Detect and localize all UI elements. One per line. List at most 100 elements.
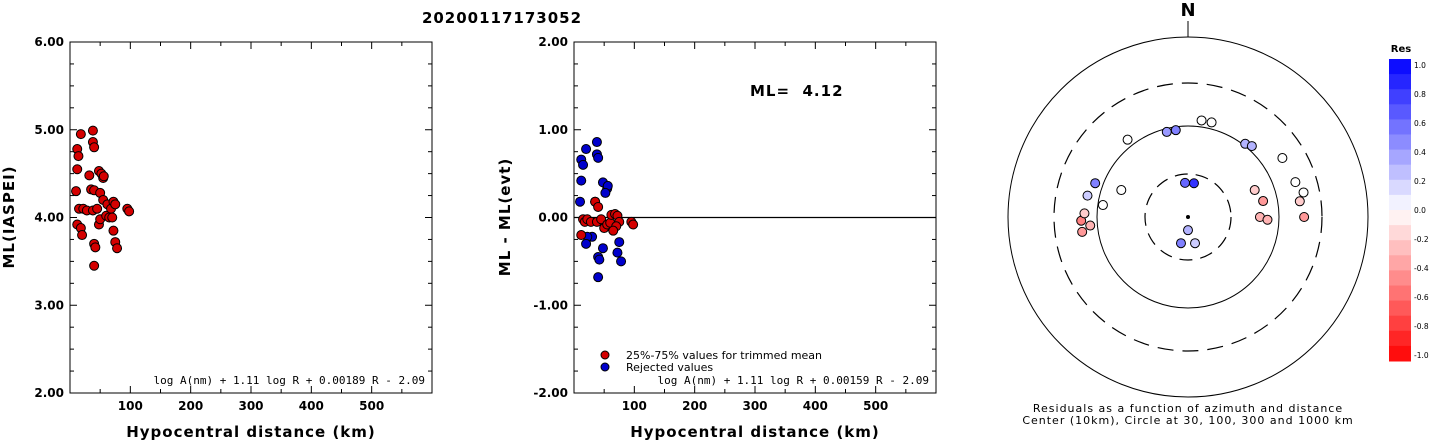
plot1-point (112, 243, 123, 254)
residual-colorbar: Res 1.0 0.8 0.6 0.4 0.2 0.0 -0.2 -0.4 -0.6 -0.8 -1… (1389, 44, 1429, 362)
legend-label-trimmed: 25%-75% values for trimmed mean (626, 349, 822, 362)
plot2-point (600, 187, 611, 198)
azimuth-point (1183, 225, 1193, 236)
azimuth-point (1196, 115, 1207, 126)
plot1-point (107, 212, 118, 223)
colorbar-cell (1389, 210, 1411, 226)
ring-300km (1053, 82, 1323, 352)
plot1-point (75, 129, 86, 140)
azimuth-point (1258, 196, 1269, 207)
azimuth-point (1294, 196, 1305, 207)
plot2-y-axis-label: ML - ML(evt) (496, 158, 514, 276)
plot2-point (576, 175, 587, 186)
plot1-point (72, 164, 83, 175)
azimuth-point (1299, 212, 1310, 222)
azimuth-point (1085, 220, 1096, 231)
colorbar-tick-label: -0.8 (1414, 322, 1429, 331)
plot1-y-ticks: 2.00 3.00 4.00 5.00 6.00 (34, 35, 432, 400)
colorbar-cell (1389, 315, 1411, 332)
colorbar-tick-label: 0.0 (1414, 206, 1426, 215)
azimuth-point (1206, 117, 1217, 128)
colorbar-tick-label: -0.2 (1414, 235, 1429, 244)
plot2-point (597, 243, 608, 254)
azimuth-point (1298, 187, 1309, 198)
ring-100km (1096, 125, 1280, 309)
plot1-xtick-label: 500 (359, 399, 384, 413)
plot2-point (578, 159, 589, 170)
azimuth-point (1246, 141, 1257, 152)
colorbar-tick-label: -0.4 (1414, 264, 1429, 273)
colorbar-labels: 1.0 0.8 0.6 0.4 0.2 0.0 -0.2 -0.4 -0.6 -0.8 -1.0 (1414, 61, 1429, 360)
azimuth-points (1076, 115, 1310, 249)
azimuth-point (1180, 177, 1191, 188)
azimuth-point (1161, 126, 1172, 137)
azimuth-caption-line1: Residuals as a function of azimuth and d… (1033, 402, 1343, 415)
colorbar-cell (1389, 74, 1411, 90)
plot1-frame (69, 41, 433, 394)
plot2-point (612, 247, 623, 258)
epicenter-marker (1186, 215, 1190, 219)
plot1-point (84, 170, 95, 181)
plot2-ytick-label: -1.00 (533, 298, 568, 312)
plot1-points (71, 125, 135, 271)
plot2-point (593, 201, 604, 212)
plot2-point (581, 238, 592, 249)
plot2-ml-annotation: ML= 4.12 (750, 82, 844, 100)
legend-label-rejected: Rejected values (626, 361, 713, 374)
plot2-point (594, 254, 605, 265)
plot1-ytick-label: 6.00 (34, 35, 64, 49)
plot1-point (77, 230, 88, 241)
plot1-ytick-label: 2.00 (34, 386, 64, 400)
colorbar-cell (1389, 164, 1411, 181)
plot2-point (628, 219, 639, 230)
colorbar-cell (1389, 285, 1411, 302)
plot1-xtick-label: 200 (178, 399, 203, 413)
plot1-point (87, 125, 98, 136)
colorbar-cell (1389, 89, 1411, 105)
plot1-xtick-label: 300 (238, 399, 263, 413)
ring-30km (1144, 173, 1232, 261)
plot1-y-axis-label: ML(IASPEI) (0, 165, 18, 268)
plot1-point (71, 186, 82, 197)
plot2-point (581, 144, 592, 155)
plot1-xtick-label: 100 (118, 399, 143, 413)
plot2-point (608, 225, 619, 236)
legend-marker-trimmed (600, 350, 610, 360)
colorbar-cell (1389, 240, 1411, 256)
azimuth-point (1116, 185, 1127, 196)
colorbar-cell (1389, 194, 1411, 211)
plot2-x-axis-label: Hypocentral distance (km) (630, 423, 880, 441)
azimuth-point (1082, 190, 1093, 201)
plot1-point (98, 171, 109, 182)
plot2-point (591, 137, 602, 148)
plot1-point (124, 206, 135, 217)
north-label: N (1180, 0, 1195, 21)
azimuth-point (1277, 153, 1288, 164)
colorbar-tick-label: 1.0 (1414, 61, 1426, 70)
colorbar-cell (1389, 345, 1411, 362)
azimuth-point (1175, 238, 1186, 249)
plot1-point (90, 242, 101, 253)
colorbar-tick-label: 0.2 (1414, 177, 1426, 186)
legend-marker-rejected (600, 362, 610, 372)
colorbar-cell (1389, 119, 1411, 135)
plot1-ytick-label: 5.00 (34, 123, 64, 137)
plot2-point (593, 272, 604, 283)
plot2-point (614, 237, 625, 248)
colorbar-cell (1389, 300, 1411, 317)
plot2-legend: 25%-75% values for trimmed mean Rejected… (600, 349, 822, 374)
plot2-x-ticks: 100 200 300 400 500 (603, 42, 907, 413)
plot1-point (110, 199, 121, 210)
plot2-ytick-label: 0.00 (538, 211, 568, 225)
plot2-points (575, 137, 639, 283)
azimuth-caption-line2: Center (10km), Circle at 30, 100, 300 an… (1022, 414, 1353, 427)
colorbar-cell (1389, 59, 1411, 75)
azimuth-point (1077, 226, 1088, 237)
azimuth-point (1262, 214, 1273, 225)
plot1-ytick-label: 3.00 (34, 298, 64, 312)
plot2-xtick-label: 500 (863, 399, 888, 413)
plot2-point (576, 230, 587, 241)
colorbar-cells (1389, 59, 1411, 362)
azimuth-point (1170, 125, 1181, 136)
